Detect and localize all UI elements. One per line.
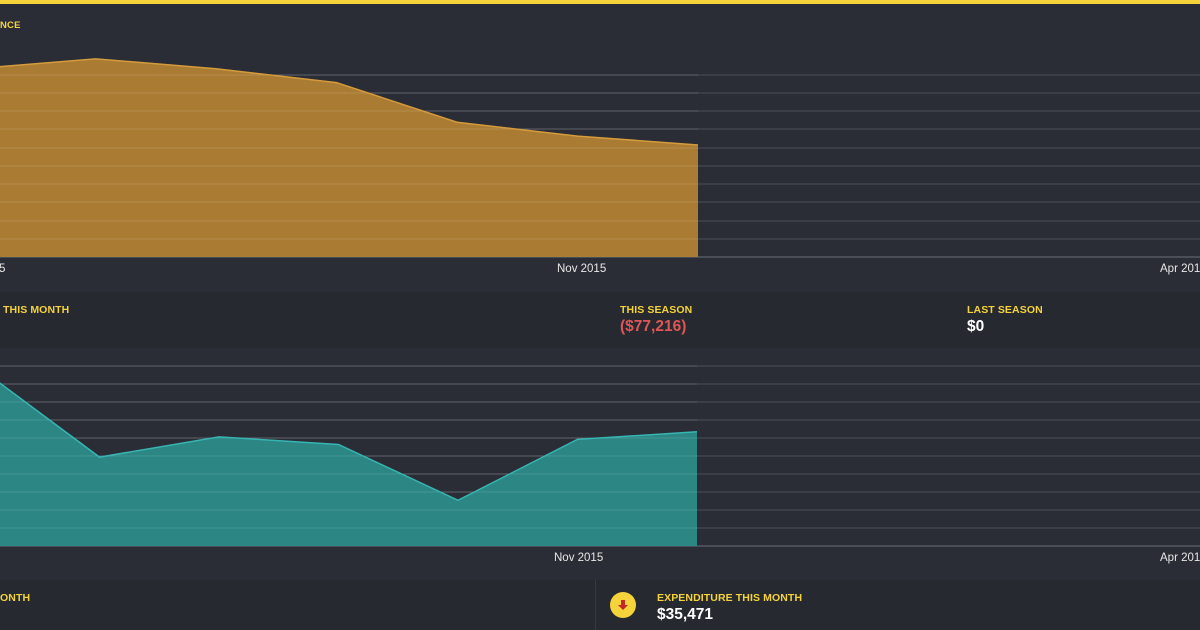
- balance-x-tick-2: Apr 201: [1160, 263, 1200, 275]
- flow-area-chart: [0, 365, 1200, 547]
- stats-divider: [595, 580, 596, 630]
- series-area: [0, 58, 698, 257]
- stat-expenditure-value: $35,471: [657, 606, 714, 623]
- balance-chart-title: NCE: [0, 20, 21, 31]
- balance-chart-panel: NCE 5 Nov 2015 Apr 201: [0, 4, 1200, 292]
- flow-chart-panel: Nov 2015 Apr 201: [0, 348, 1200, 580]
- stat-bottom-left-label: ONTH: [0, 592, 31, 604]
- flow-x-tick-0: Nov 2015: [554, 552, 604, 564]
- bottom-stats-row: ONTH EXPENDITURE THIS MONTH $35,471: [0, 580, 1200, 630]
- flow-x-tick-1: Apr 201: [1160, 552, 1200, 564]
- stat-last-season-value: $0: [967, 318, 985, 335]
- stat-this-season-label: THIS SEASON: [620, 304, 693, 316]
- series-area: [0, 383, 697, 546]
- stat-expenditure-label: EXPENDITURE THIS MONTH: [657, 592, 803, 604]
- stat-this-month-label: THIS MONTH: [3, 304, 70, 316]
- series-line: [0, 58, 699, 146]
- season-stats-row: THIS MONTH THIS SEASON ($77,216) LAST SE…: [0, 292, 1200, 348]
- balance-area-chart: [0, 58, 1200, 258]
- stat-last-season: LAST SEASON $0: [967, 304, 1043, 336]
- down-arrow-icon: [610, 592, 636, 618]
- stat-expenditure: EXPENDITURE THIS MONTH $35,471: [657, 592, 802, 624]
- balance-x-tick-1: Nov 2015: [557, 263, 607, 275]
- stat-this-season: THIS SEASON ($77,216): [620, 304, 692, 336]
- balance-x-tick-0: 5: [0, 263, 6, 275]
- stat-this-season-value: ($77,216): [620, 318, 687, 335]
- stat-last-season-label: LAST SEASON: [967, 304, 1043, 316]
- series-line: [0, 382, 698, 502]
- stat-bottom-left: ONTH: [0, 592, 30, 604]
- stat-this-month: THIS MONTH: [3, 304, 69, 318]
- top-accent-bar: [0, 0, 1200, 4]
